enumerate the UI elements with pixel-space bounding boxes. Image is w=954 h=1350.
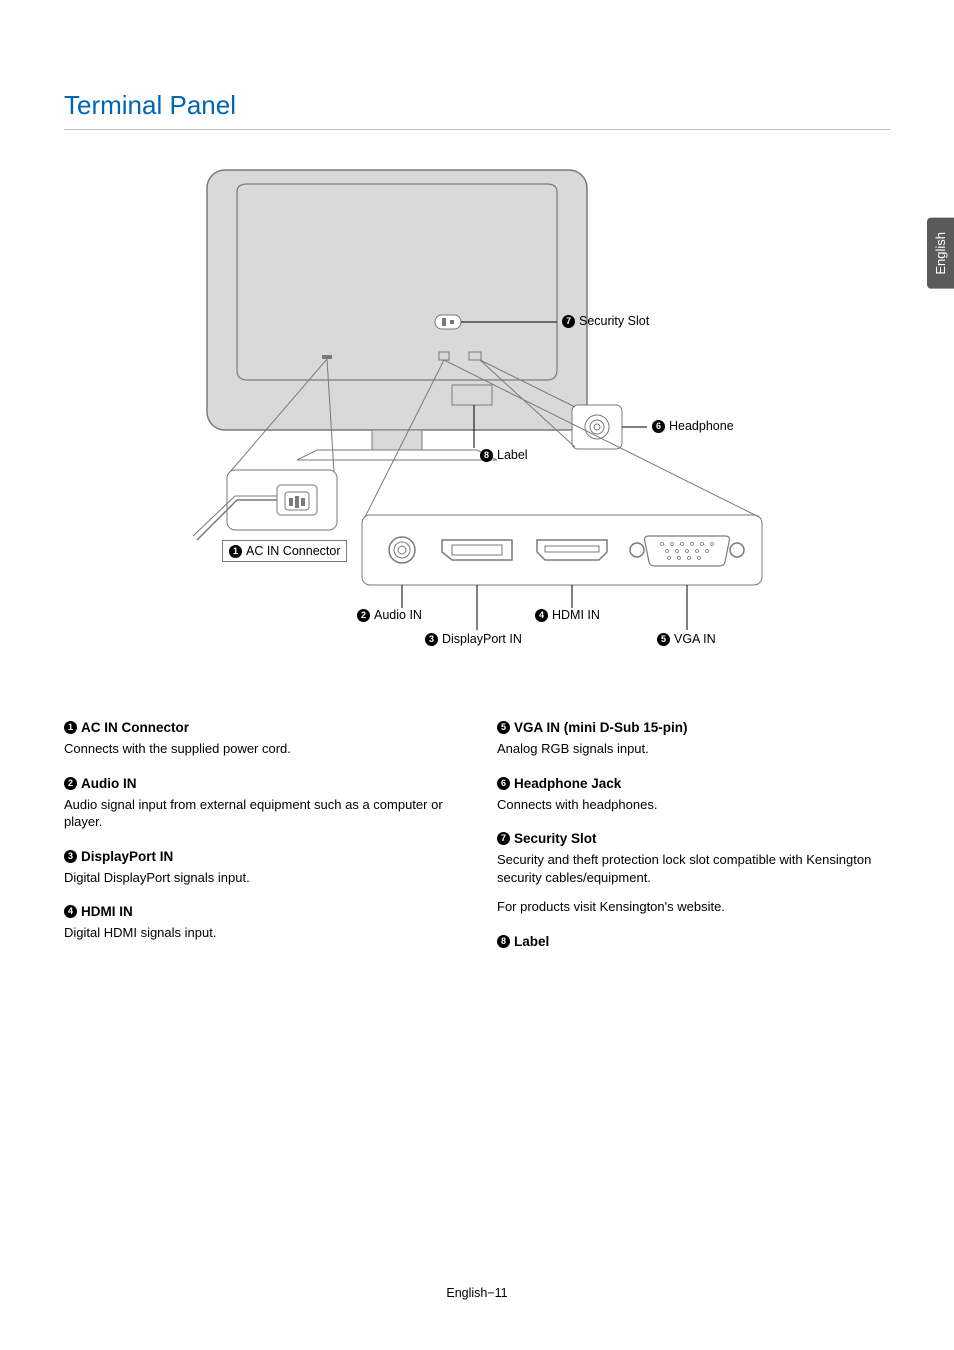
num-icon: 3 [64, 850, 77, 863]
num-icon: 2 [64, 777, 77, 790]
item-hdmi: 4 HDMI IN Digital HDMI signals input. [64, 904, 457, 942]
item-security: 7 Security Slot Security and theft protec… [497, 831, 890, 916]
item-headphone: 6 Headphone Jack Connects with headphones… [497, 776, 890, 814]
num-icon: 1 [64, 721, 77, 734]
item-body: Audio signal input from external equipme… [64, 796, 457, 831]
callout-vga: 5 VGA IN [657, 632, 716, 646]
item-body: Analog RGB signals input. [497, 740, 890, 758]
item-title: DisplayPort IN [81, 849, 173, 864]
num-icon: 4 [535, 609, 548, 622]
num-icon: 6 [652, 420, 665, 433]
callout-label: DisplayPort IN [442, 632, 522, 646]
item-body: Connects with headphones. [497, 796, 890, 814]
item-title: Security Slot [514, 831, 597, 846]
num-icon: 7 [562, 315, 575, 328]
item-title: AC IN Connector [81, 720, 189, 735]
callout-dp: 3 DisplayPort IN [425, 632, 522, 646]
item-body: Security and theft protection lock slot … [497, 851, 890, 886]
item-dp: 3 DisplayPort IN Digital DisplayPort sign… [64, 849, 457, 887]
num-icon: 2 [357, 609, 370, 622]
num-icon: 8 [497, 935, 510, 948]
divider [64, 129, 890, 130]
item-label: 8 Label [497, 934, 890, 949]
num-icon: 3 [425, 633, 438, 646]
page-title: Terminal Panel [64, 90, 890, 121]
callout-label: Audio IN [374, 608, 422, 622]
callout-label-8: 8 Label [480, 448, 528, 462]
item-title: VGA IN (mini D-Sub 15-pin) [514, 720, 688, 735]
num-icon: 7 [497, 832, 510, 845]
left-column: 1 AC IN Connector Connects with the suppl… [64, 720, 457, 967]
callout-label: AC IN Connector [246, 544, 340, 558]
callout-acin: 1 AC IN Connector [222, 540, 347, 562]
language-tab: English [927, 218, 954, 289]
description-columns: 1 AC IN Connector Connects with the suppl… [64, 720, 890, 967]
callout-label: Headphone [669, 419, 734, 433]
item-body-2: For products visit Kensington's website. [497, 898, 890, 916]
item-audio: 2 Audio IN Audio signal input from extern… [64, 776, 457, 831]
callout-hdmi: 4 HDMI IN [535, 608, 600, 622]
item-title: Label [514, 934, 549, 949]
item-body: Connects with the supplied power cord. [64, 740, 457, 758]
item-title: Headphone Jack [514, 776, 621, 791]
item-title: HDMI IN [81, 904, 133, 919]
callout-label: HDMI IN [552, 608, 600, 622]
item-vga: 5 VGA IN (mini D-Sub 15-pin) Analog RGB s… [497, 720, 890, 758]
callout-label: Label [497, 448, 528, 462]
num-icon: 5 [657, 633, 670, 646]
item-body: Digital DisplayPort signals input. [64, 869, 457, 887]
terminal-diagram: 7 Security Slot 6 Headphone 8 Label 1 AC… [177, 160, 777, 670]
num-icon: 6 [497, 777, 510, 790]
callout-label: Security Slot [579, 314, 649, 328]
num-icon: 4 [64, 905, 77, 918]
callout-label: VGA IN [674, 632, 716, 646]
num-icon: 5 [497, 721, 510, 734]
num-icon: 1 [229, 545, 242, 558]
callout-security: 7 Security Slot [562, 314, 649, 328]
right-column: 5 VGA IN (mini D-Sub 15-pin) Analog RGB s… [497, 720, 890, 967]
page-footer: English−11 [0, 1286, 954, 1300]
callout-headphone: 6 Headphone [652, 419, 734, 433]
item-body: Digital HDMI signals input. [64, 924, 457, 942]
num-icon: 8 [480, 449, 493, 462]
item-title: Audio IN [81, 776, 137, 791]
callout-audio: 2 Audio IN [357, 608, 422, 622]
item-acin: 1 AC IN Connector Connects with the suppl… [64, 720, 457, 758]
